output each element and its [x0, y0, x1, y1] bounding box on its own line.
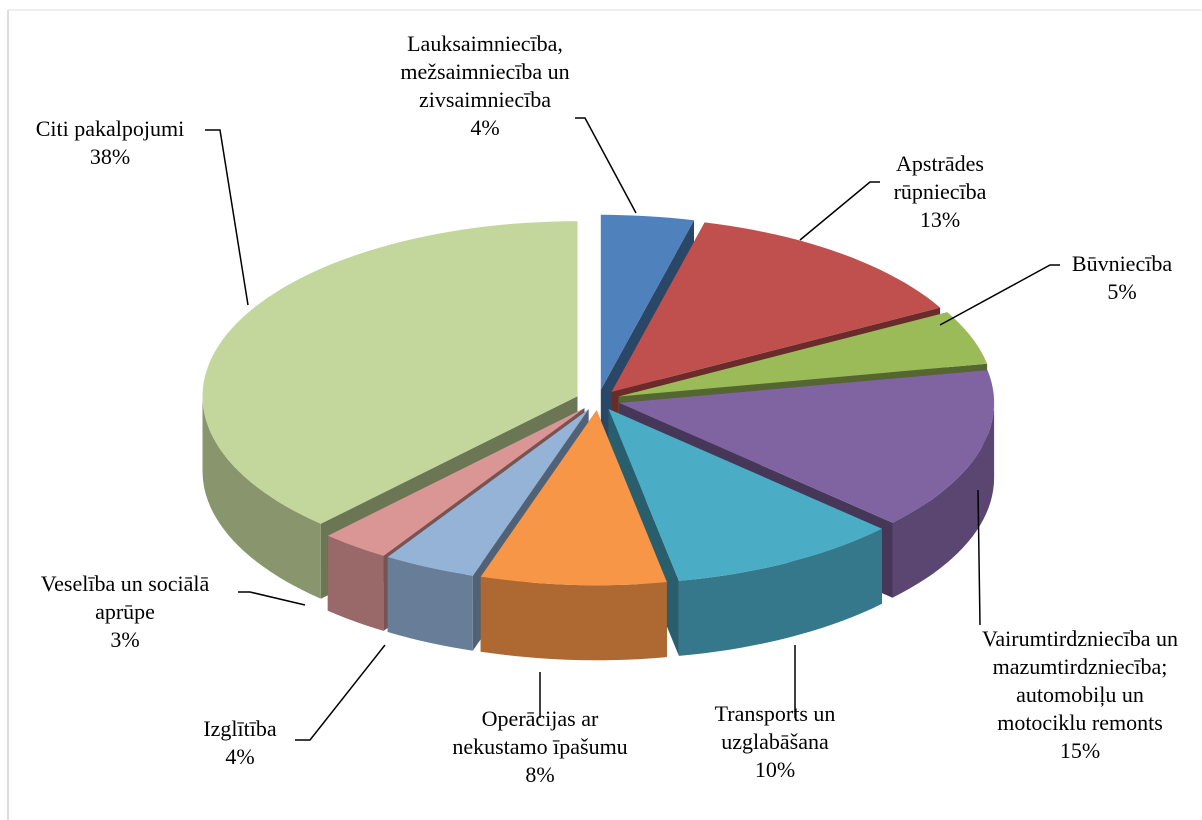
- value-label: 4%: [225, 744, 255, 769]
- data-label: Citi pakalpojumi 38%: [10, 115, 210, 171]
- category-name: Apstrādes rūpniecība: [893, 151, 987, 204]
- value-label: 15%: [1059, 738, 1101, 763]
- category-name: Būvniecība: [1071, 251, 1173, 276]
- value-label: 5%: [1107, 279, 1137, 304]
- data-label: Operācijas ar nekustamo īpašumu 8%: [440, 705, 640, 789]
- value-label: 38%: [89, 144, 131, 169]
- category-name: Vairumtirdzniecība un mazumtirdzniecība;…: [981, 626, 1179, 735]
- category-name: Operācijas ar nekustamo īpašumu: [452, 706, 628, 759]
- data-label: Apstrādes rūpniecība 13%: [865, 150, 1015, 234]
- value-label: 10%: [754, 757, 796, 782]
- slice-outer-side: [202, 396, 321, 599]
- slice-top: [387, 409, 589, 576]
- category-name: Transports un uzglabāšana: [714, 701, 836, 754]
- data-label: Būvniecība 5%: [1052, 250, 1192, 306]
- slice-top: [327, 408, 585, 556]
- leader-line: [977, 489, 981, 626]
- category-name: Citi pakalpojumi: [35, 116, 185, 141]
- value-label: 13%: [919, 207, 961, 232]
- value-label: 4%: [470, 115, 500, 140]
- leader-line: [295, 644, 386, 741]
- leader-line: [575, 117, 637, 214]
- leader-line: [799, 181, 880, 241]
- data-label: Vairumtirdzniecība un mazumtirdzniecība;…: [980, 625, 1180, 765]
- slice-top: [600, 214, 694, 390]
- slice-top: [611, 222, 941, 392]
- data-label: Veselība un sociālā aprūpe 3%: [10, 570, 240, 654]
- data-label: Izglītība 4%: [180, 715, 300, 771]
- category-name: Izglītība: [203, 716, 277, 741]
- leader-line: [205, 129, 249, 306]
- slice-top: [608, 409, 882, 581]
- value-label: 8%: [525, 762, 555, 787]
- category-name: Veselība un sociālā aprūpe: [40, 571, 210, 624]
- leader-line: [238, 591, 306, 606]
- slice-top: [618, 312, 988, 397]
- data-label: Lauksaimniecība, mežsaimniecība un zivsa…: [380, 30, 590, 142]
- slice-outer-side: [892, 402, 995, 598]
- slice-top: [619, 370, 995, 523]
- slice-outer-side: [387, 557, 473, 651]
- slice-outer-side: [480, 576, 667, 661]
- slice: [480, 410, 667, 661]
- slice-outer-side: [327, 535, 384, 631]
- slice-outer-side: [678, 528, 882, 656]
- leader-line: [939, 264, 1060, 326]
- slice-top: [202, 221, 578, 524]
- data-label: Transports un uzglabāšana 10%: [685, 700, 865, 784]
- slice-top: [480, 410, 667, 586]
- value-label: 3%: [110, 627, 140, 652]
- category-name: Lauksaimniecība, mežsaimniecība un zivsa…: [400, 31, 570, 112]
